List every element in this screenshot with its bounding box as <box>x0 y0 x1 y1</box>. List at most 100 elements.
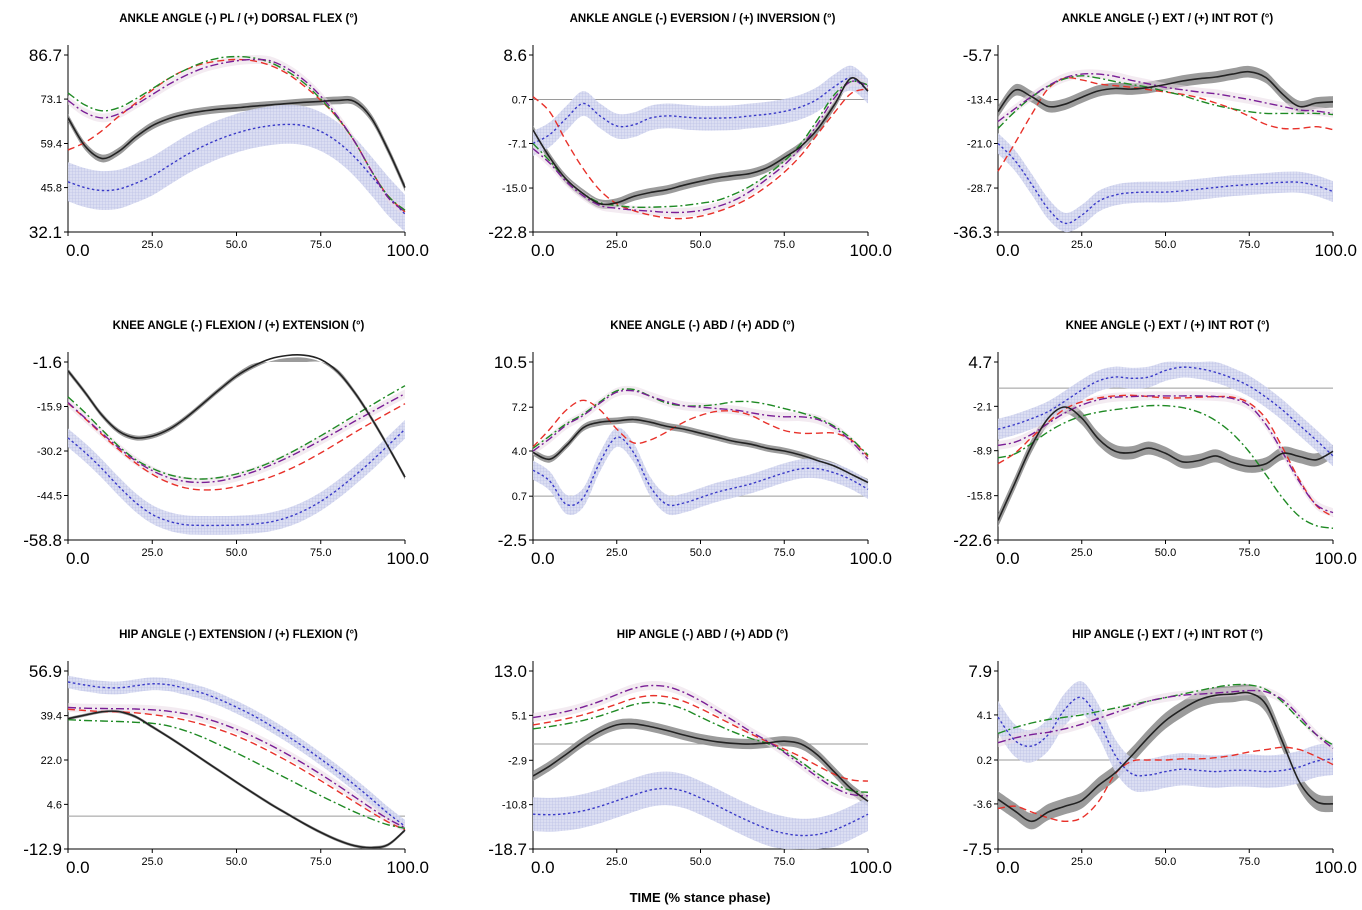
x-tick-label: 25.0 <box>142 856 163 868</box>
x-tick-label: 100.0 <box>849 549 892 568</box>
y-tick-label: -15.8 <box>967 491 992 503</box>
x-tick-label: 50.0 <box>226 856 247 868</box>
x-tick-label: 100.0 <box>1314 549 1357 568</box>
x-tick-label: 75.0 <box>774 239 795 251</box>
x-tick-label: 25.0 <box>142 239 163 251</box>
series-line-solid-black <box>532 722 869 802</box>
x-tick-label: 75.0 <box>310 547 331 559</box>
x-tick-label: 0.0 <box>66 858 90 877</box>
y-tick-label: -7.5 <box>963 840 992 859</box>
y-tick-label: -18.7 <box>488 840 527 859</box>
series-line-dashdot-purple <box>532 684 869 797</box>
x-tick-label: 50.0 <box>226 547 247 559</box>
series-line-dot-blue <box>532 787 869 837</box>
panel-title: KNEE ANGLE (-) FLEXION / (+) EXTENSION (… <box>113 320 365 332</box>
y-tick-label: 22.0 <box>41 755 62 767</box>
y-tick-label: -2.5 <box>498 531 527 550</box>
sd-band-dot-blue <box>533 427 868 516</box>
series-line-dashdot-purple <box>532 389 869 460</box>
sd-band-dot-blue <box>533 65 868 156</box>
panel-title: ANKLE ANGLE (-) PL / (+) DORSAL FLEX (°) <box>119 13 358 25</box>
sd-band-dot-blue <box>998 361 1333 467</box>
y-tick-label: -3.6 <box>973 799 992 811</box>
y-tick-label: -28.7 <box>967 183 992 195</box>
series-line-dash-red <box>997 746 1334 823</box>
sd-band-dot-blue <box>533 771 868 850</box>
sd-band-pink <box>68 703 405 833</box>
series-line-dashdot-purple <box>67 393 406 484</box>
series-line-dashdot-green <box>67 719 406 829</box>
series-line-dash-red <box>532 694 869 782</box>
y-tick-label: 7.2 <box>512 402 527 414</box>
chart-panel: KNEE ANGLE (-) ABD / (+) ADD (°) 10.5 7.2 4… <box>494 320 892 568</box>
sd-band-pink <box>998 686 1333 753</box>
panel-title: HIP ANGLE (-) EXTENSION / (+) FLEXION (°… <box>119 629 358 641</box>
y-tick-label: -2.9 <box>508 755 527 767</box>
series-line-dashdot-green <box>997 683 1334 746</box>
sd-band-dot-blue <box>68 419 405 535</box>
x-tick-label: 100.0 <box>849 858 892 877</box>
x-tick-label: 50.0 <box>690 856 711 868</box>
y-tick-label: 7.9 <box>968 662 992 681</box>
y-tick-label: 32.1 <box>29 223 62 242</box>
series-line-dashdot-purple <box>67 706 406 829</box>
y-tick-label: -10.8 <box>502 800 527 812</box>
x-tick-label: 100.0 <box>1314 858 1357 877</box>
x-tick-label: 100.0 <box>386 549 429 568</box>
series-line-dashdot-purple <box>532 80 869 214</box>
y-tick-label: -15.0 <box>502 183 527 195</box>
panel-title: ANKLE ANGLE (-) EVERSION / (+) INVERSION… <box>570 13 836 25</box>
series-line-dashdot-purple <box>997 395 1334 514</box>
y-tick-label: 0.7 <box>512 491 527 503</box>
x-tick-label: 100.0 <box>849 241 892 260</box>
y-tick-label: -5.7 <box>963 46 992 65</box>
x-tick-label: 0.0 <box>996 549 1020 568</box>
y-tick-label: 73.1 <box>41 94 62 106</box>
y-tick-label: 5.1 <box>512 710 527 722</box>
y-tick-label: 4.7 <box>968 353 992 372</box>
x-tick-label: 100.0 <box>1314 241 1357 260</box>
y-tick-label: 4.6 <box>47 799 62 811</box>
x-tick-label: 50.0 <box>1155 856 1176 868</box>
x-tick-label: 75.0 <box>1239 239 1260 251</box>
x-tick-label: 50.0 <box>1155 239 1176 251</box>
x-tick-label: 0.0 <box>66 549 90 568</box>
series-line-dashdot-green <box>67 385 406 480</box>
y-tick-label: 4.1 <box>977 710 992 722</box>
x-axis-title: TIME (% stance phase) <box>630 890 771 905</box>
x-tick-label: 100.0 <box>386 858 429 877</box>
panel-title: HIP ANGLE (-) ABD / (+) ADD (°) <box>617 629 789 641</box>
y-tick-label: 59.4 <box>41 139 62 151</box>
y-tick-label: 56.9 <box>29 662 62 681</box>
series-line-solid-black <box>67 98 406 188</box>
y-tick-label: -36.3 <box>953 223 992 242</box>
series-line-dash-red <box>532 399 869 457</box>
x-tick-label: 100.0 <box>386 241 429 260</box>
y-tick-label: -22.6 <box>953 531 992 550</box>
y-tick-label: 45.8 <box>41 183 62 195</box>
y-tick-label: 39.4 <box>41 711 62 723</box>
series-line-solid-black <box>532 77 869 206</box>
y-tick-label: -58.8 <box>23 531 62 550</box>
sd-band-pink <box>68 55 405 217</box>
x-tick-label: 25.0 <box>606 239 627 251</box>
x-tick-label: 25.0 <box>142 547 163 559</box>
sd-band-dot-blue <box>68 675 405 833</box>
x-tick-label: 75.0 <box>774 547 795 559</box>
y-tick-label: 10.5 <box>494 353 527 372</box>
series-line-dot-blue <box>67 428 406 527</box>
sd-band-dot-blue <box>998 681 1333 793</box>
series-line-solid-black <box>67 710 406 849</box>
sd-band-solid-black <box>533 416 868 486</box>
y-tick-label: 8.6 <box>503 46 527 65</box>
y-tick-label: -7.1 <box>508 139 527 151</box>
x-tick-label: 25.0 <box>1071 856 1092 868</box>
chart-panel: KNEE ANGLE (-) FLEXION / (+) EXTENSION (… <box>23 320 429 568</box>
series-line-solid-black <box>532 418 869 484</box>
x-tick-label: 0.0 <box>531 241 555 260</box>
y-tick-label: 13.0 <box>494 662 527 681</box>
x-tick-label: 75.0 <box>1239 547 1260 559</box>
chart-panel: HIP ANGLE (-) ABD / (+) ADD (°) 13.0 5.1 -2… <box>488 629 892 877</box>
sd-band-pink <box>533 681 868 801</box>
